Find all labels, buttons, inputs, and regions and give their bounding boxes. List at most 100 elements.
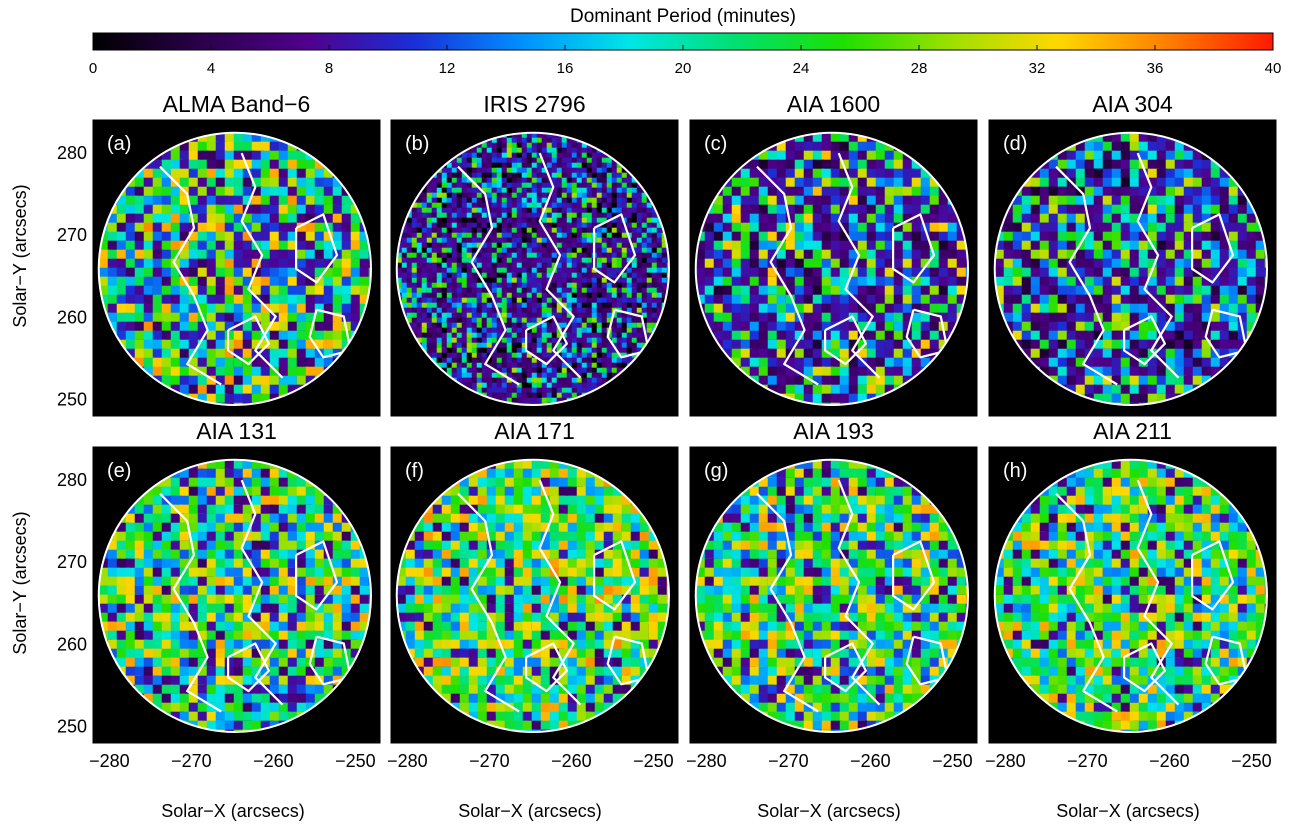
panel-c: AIA 1600(c)	[689, 91, 978, 417]
map-cell	[416, 207, 424, 215]
map-cell	[431, 312, 438, 320]
map-cell	[713, 195, 726, 208]
map-cell	[541, 132, 548, 141]
map-cell	[411, 242, 418, 250]
map-cell	[278, 258, 290, 269]
map-cell	[431, 267, 439, 274]
map-cell	[531, 187, 538, 196]
map-cell	[541, 312, 549, 318]
map-cell	[929, 303, 941, 316]
map-cell	[426, 342, 433, 349]
map-cell	[521, 167, 530, 175]
map-cell	[506, 362, 514, 370]
map-cell	[947, 204, 960, 217]
map-cell	[526, 357, 535, 366]
map-cell	[416, 322, 424, 331]
map-cell	[287, 231, 300, 244]
map-cell	[893, 294, 906, 304]
map-cell	[606, 372, 613, 381]
map-cell	[278, 330, 289, 341]
map-cell	[556, 342, 564, 350]
map-cell	[646, 227, 655, 234]
map-cell	[531, 237, 540, 246]
map-cell	[947, 231, 960, 242]
map-cell	[576, 317, 583, 325]
map-cell	[278, 294, 289, 306]
map-cell	[466, 332, 475, 338]
map-cell	[641, 307, 650, 316]
map-cell	[606, 202, 615, 210]
map-cell	[631, 187, 638, 196]
map-cell	[161, 240, 173, 252]
map-cell	[323, 258, 335, 269]
map-cell	[451, 197, 460, 205]
map-cell	[576, 302, 583, 310]
map-cell	[107, 321, 119, 332]
map-cell	[556, 212, 565, 220]
map-cell	[722, 294, 733, 305]
map-cell	[695, 249, 707, 261]
map-cell	[486, 317, 493, 325]
map-cell	[143, 276, 155, 288]
map-cell	[749, 204, 760, 216]
map-cell	[496, 242, 504, 251]
map-cell	[591, 347, 598, 356]
map-cell	[830, 213, 842, 223]
map-cell	[601, 362, 609, 371]
map-cell	[576, 312, 584, 319]
map-cell	[441, 232, 450, 240]
map-cell	[446, 237, 454, 246]
map-cell	[461, 372, 470, 380]
map-cell	[546, 202, 554, 208]
map-cell	[416, 287, 424, 295]
map-cell	[511, 177, 518, 186]
map-cell	[466, 337, 475, 345]
map-cell	[260, 141, 271, 152]
map-cell	[938, 240, 949, 253]
map-cell	[596, 367, 603, 374]
map-cell	[501, 352, 508, 360]
map-cell	[215, 186, 227, 198]
map-cell	[134, 357, 144, 368]
map-cell	[713, 312, 726, 323]
map-cell	[215, 321, 228, 333]
map-cell	[516, 197, 525, 205]
map-cell	[893, 186, 906, 197]
map-cell	[446, 332, 455, 339]
map-cell	[466, 217, 474, 223]
map-cell	[224, 222, 235, 233]
map-cell	[704, 321, 716, 331]
map-cell	[206, 222, 218, 234]
map-cell	[451, 242, 458, 249]
map-cell	[456, 342, 464, 350]
map-cell	[626, 182, 634, 190]
map-cell	[476, 247, 483, 254]
map-cell	[341, 204, 353, 217]
map-cell	[641, 262, 648, 271]
map-cell	[616, 237, 623, 245]
map-cell	[566, 242, 574, 248]
map-cell	[511, 297, 517, 305]
map-cell	[323, 195, 334, 206]
contour-line	[525, 315, 568, 366]
map-cell	[125, 249, 137, 262]
map-cell	[170, 159, 183, 170]
map-cell	[206, 213, 218, 224]
map-cell	[848, 267, 861, 280]
map-cell	[749, 240, 760, 252]
map-cell	[839, 132, 851, 143]
map-cell	[260, 312, 272, 324]
map-cell	[341, 258, 354, 271]
map-cell	[830, 249, 841, 260]
map-cell	[401, 307, 409, 315]
map-cell	[451, 227, 458, 234]
map-cell	[421, 197, 430, 206]
map-cell	[441, 222, 449, 230]
map-cell	[536, 212, 542, 219]
map-cell	[323, 276, 333, 287]
map-cell	[269, 240, 280, 251]
map-cell	[561, 257, 568, 265]
map-cell	[516, 277, 524, 286]
map-cell	[260, 150, 272, 161]
map-cell	[431, 302, 439, 310]
